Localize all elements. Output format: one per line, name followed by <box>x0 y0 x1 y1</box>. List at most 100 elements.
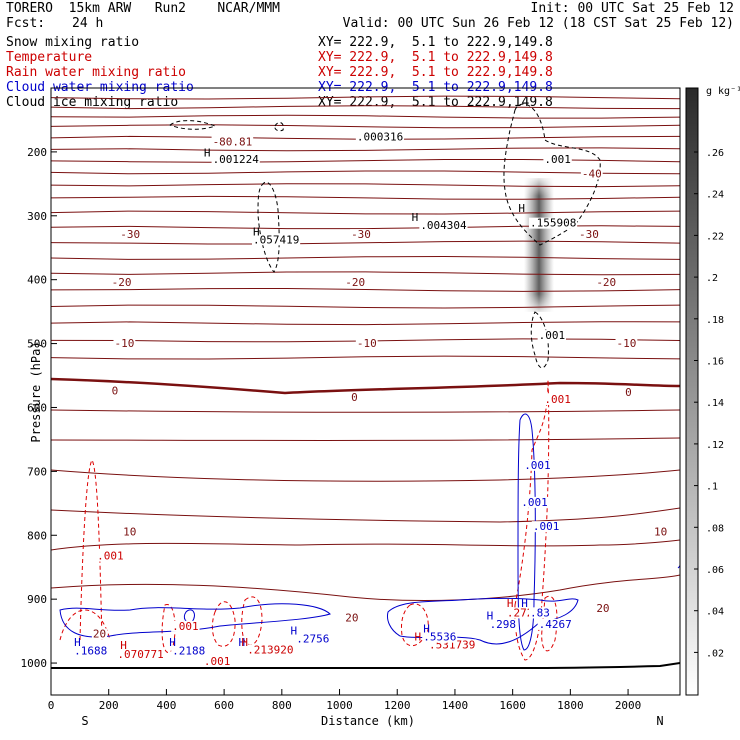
rain-contour <box>514 379 550 661</box>
isotherm-line <box>51 271 680 276</box>
valid-time: Valid: 00 UTC Sun 26 Feb 12 (18 CST Sat … <box>342 16 734 31</box>
x-tick-label: 200 <box>99 699 119 712</box>
forecast-hours: 24 h <box>72 16 104 31</box>
freezing-level-line <box>51 377 680 395</box>
temperature-label-bg <box>595 602 611 614</box>
label-layer: -80.81 -40 -30 -30 -30 -20 -20 -20 -10 -10 -10 0 0 0 1… <box>73 130 669 668</box>
cloud-water-contour <box>677 545 680 569</box>
maximum-marker: H <box>521 597 528 610</box>
colorbar-tick-label: .26 <box>706 148 724 159</box>
temperature-label-bg <box>578 229 600 241</box>
contour-layer <box>51 95 680 669</box>
snow-label: .004304 <box>420 219 467 232</box>
temperature-label: -20 <box>345 276 365 289</box>
maximum-marker: H <box>423 622 430 635</box>
y-tick-label: 900 <box>27 593 47 606</box>
cloud-water-label: .001 <box>533 520 560 533</box>
maximum-marker: H <box>518 202 525 215</box>
x-tick-label: 1800 <box>557 699 584 712</box>
rain-contour <box>401 603 429 647</box>
isotherm-line <box>51 105 680 110</box>
ground-surface-line <box>51 662 680 669</box>
snow-label: .001224 <box>213 153 260 166</box>
snow-label-bg <box>528 217 578 229</box>
temperature-label-bg <box>344 277 367 289</box>
cloud-water-label: .2756 <box>296 633 329 646</box>
rain-label-bg <box>427 639 477 651</box>
temperature-label-bg <box>653 526 669 538</box>
isotherm-line <box>51 574 680 602</box>
temperature-label-bg <box>91 628 108 640</box>
cloud-water-contour <box>387 598 579 645</box>
y-tick-label: 200 <box>27 146 47 159</box>
temperature-label: 10 <box>123 525 136 538</box>
colorbar-tick-label: .24 <box>706 190 724 201</box>
temperature-label: -10 <box>357 337 377 350</box>
colorbar-tick-label: .18 <box>706 315 724 326</box>
y-tick-label: 300 <box>27 210 47 223</box>
colorbar-ticks: .26 .24 .22 .2 .18 .16 .14 .12 .1 .08 .06 .04 .02 <box>694 148 724 659</box>
y-tick-label: 800 <box>27 529 47 542</box>
temperature-label: -80.81 <box>213 136 253 149</box>
cloud-water-label: .298 <box>490 618 517 631</box>
maximum-marker: H <box>239 636 246 649</box>
colorbar-tick-label: .16 <box>706 357 724 368</box>
temperature-label: 0 <box>351 391 358 404</box>
x-tick-label: 1600 <box>499 699 526 712</box>
isotherm-line <box>51 539 680 551</box>
snow-label-bg <box>543 153 572 165</box>
cloud-water-contour <box>59 603 331 638</box>
maximum-marker: H <box>204 146 211 159</box>
y-tick-label: 400 <box>27 274 47 287</box>
x-tick-label: 600 <box>214 699 234 712</box>
rain-label: .213920 <box>247 643 293 656</box>
maximum-marker: H <box>487 610 494 623</box>
isotherm-line <box>51 409 680 413</box>
snow-label-bg <box>211 153 260 165</box>
colorbar-tick-label: .08 <box>706 523 724 534</box>
legend-snow-name: Snow mixing ratio <box>6 35 140 50</box>
maximum-marker: H <box>507 597 514 610</box>
x-tick-label: 800 <box>272 699 292 712</box>
temperature-label-bg <box>595 277 618 289</box>
isotherm-line <box>51 210 680 215</box>
rain-label-bg <box>116 648 165 660</box>
cloud-water-label: .4267 <box>539 618 572 631</box>
maximum-marker: H <box>241 636 248 649</box>
rain-label-bg <box>202 655 232 667</box>
colorbar <box>685 87 699 696</box>
cloud-water-label: .001 <box>521 496 548 509</box>
x-tick-label: 0 <box>48 699 55 712</box>
colorbar-tick-label: .12 <box>706 440 724 451</box>
cloud-water-label-bg <box>488 618 517 630</box>
maximum-marker: H <box>412 211 419 224</box>
snow-label-bg <box>355 131 405 143</box>
cloud-water-label: .5536 <box>423 631 456 644</box>
legend-temperature-xy: XY= 222.9, 5.1 to 222.9,149.8 <box>318 50 553 65</box>
temperature-label: -20 <box>596 276 616 289</box>
cloud-water-label-bg <box>523 459 552 471</box>
temperature-label-bg <box>350 229 372 241</box>
temperature-label-bg <box>580 168 603 180</box>
temperature-label-bg <box>350 392 359 404</box>
snow-label: .001 <box>544 153 571 166</box>
snow-label-bg <box>419 220 468 232</box>
isotherm-line <box>51 304 680 309</box>
cloud-water-label: .001 <box>524 459 551 472</box>
isotherm-line <box>51 170 680 175</box>
colorbar-tick-label: .1 <box>706 482 718 493</box>
colorbar-tick-label: .02 <box>706 648 724 659</box>
rain-contour <box>541 595 558 652</box>
cloud-water-label-bg <box>171 645 207 657</box>
ice-label-bg <box>537 330 567 342</box>
temperature-label: 20 <box>596 602 609 615</box>
x-axis-title: Distance (km) <box>321 714 415 728</box>
snow-label: .057419 <box>253 233 299 246</box>
north-end-label: N <box>656 714 663 728</box>
snow-label: .000316 <box>357 130 403 143</box>
rain-contour <box>241 596 263 646</box>
isotherm-line <box>51 321 680 326</box>
isotherm-line <box>51 507 680 523</box>
rain-label-bg <box>96 550 125 562</box>
